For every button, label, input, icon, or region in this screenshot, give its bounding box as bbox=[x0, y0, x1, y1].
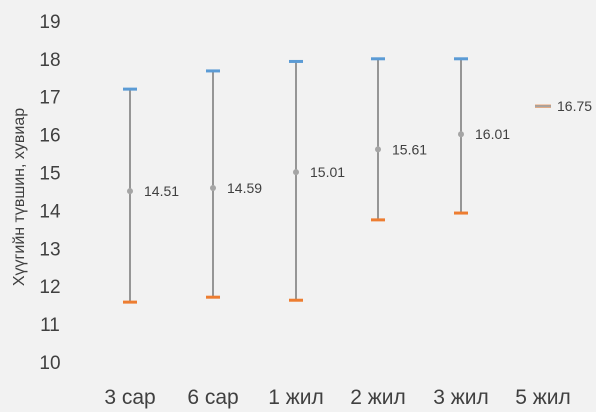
y-tick-label: 19 bbox=[39, 12, 60, 33]
mean-point bbox=[458, 131, 464, 138]
data-label: 16.75 bbox=[557, 98, 592, 114]
data-label: 16.01 bbox=[475, 126, 510, 142]
data-label: 15.61 bbox=[392, 141, 427, 157]
y-tick-label: 15 bbox=[39, 164, 60, 185]
y-tick-label: 14 bbox=[39, 201, 61, 222]
mean-point bbox=[127, 188, 133, 195]
data-label: 15.01 bbox=[310, 164, 345, 180]
x-tick-label: 2 жил bbox=[350, 386, 406, 409]
error-bars: 14.51 14.59 15.01 15.61 16.01 16.75 bbox=[123, 57, 592, 304]
y-tick-label: 16 bbox=[39, 126, 60, 147]
data-label: 14.51 bbox=[144, 183, 179, 199]
y-axis-ticks: 10 11 12 13 14 15 16 17 18 19 bbox=[39, 12, 61, 374]
y-axis-label: Хүүгийн түвшин, хувиар bbox=[11, 108, 28, 286]
x-axis-ticks: 3 сар 6 сар 1 жил 2 жил 3 жил 5 жил bbox=[104, 386, 570, 409]
y-tick-label: 12 bbox=[39, 277, 60, 298]
x-tick-label: 1 жил bbox=[268, 386, 324, 409]
y-tick-label: 18 bbox=[39, 50, 60, 71]
y-tick-label: 10 bbox=[39, 353, 60, 374]
y-tick-label: 17 bbox=[39, 88, 60, 109]
x-tick-label: 3 сар bbox=[104, 386, 155, 409]
y-tick-label: 13 bbox=[39, 239, 60, 260]
mean-point bbox=[375, 146, 381, 153]
x-tick-label: 6 сар bbox=[187, 386, 238, 409]
x-tick-label: 5 жил bbox=[515, 386, 571, 409]
data-label: 14.59 bbox=[227, 180, 262, 196]
x-tick-label: 3 жил bbox=[433, 386, 489, 409]
mean-point bbox=[210, 185, 216, 192]
y-tick-label: 11 bbox=[40, 315, 60, 336]
mean-point bbox=[293, 169, 299, 176]
